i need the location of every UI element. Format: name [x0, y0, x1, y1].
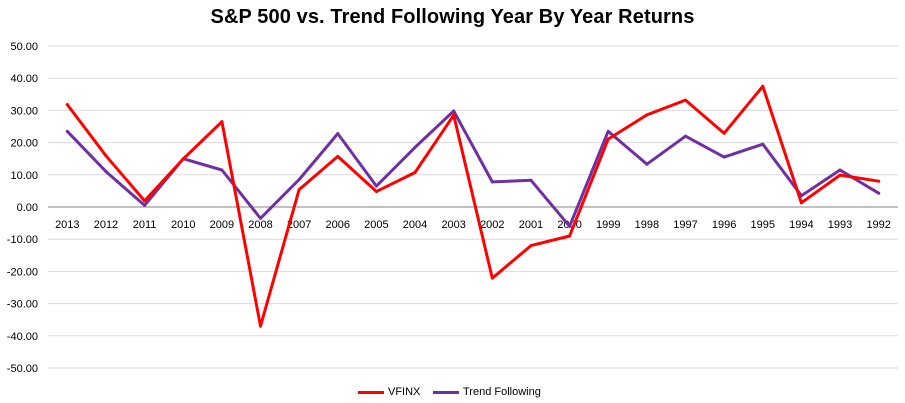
x-tick-label: 1993 — [828, 219, 852, 231]
data-point-vfinx — [220, 120, 224, 124]
data-point-vfinx — [761, 84, 765, 88]
series-line-trend-following — [65, 109, 881, 228]
gridlines — [48, 45, 898, 369]
x-tick-label: 1992 — [866, 219, 890, 231]
data-point-vfinx — [143, 199, 147, 203]
data-point-trend-following — [606, 129, 610, 133]
x-tick-label: 2007 — [287, 219, 311, 231]
data-point-trend-following — [684, 134, 687, 138]
legend-swatch-vfinx — [358, 390, 384, 394]
data-point-trend-following — [143, 203, 147, 207]
data-point-trend-following — [220, 168, 224, 172]
legend-swatch-trend-following — [433, 390, 459, 394]
legend-item-trend-following: Trend Following — [433, 386, 541, 398]
data-point-vfinx — [799, 201, 803, 205]
data-point-vfinx — [645, 113, 649, 117]
y-tick-label: 0.00 — [17, 202, 38, 214]
data-point-trend-following — [761, 142, 765, 146]
y-tick-label: 40.00 — [10, 73, 38, 85]
chart-title: S&P 500 vs. Trend Following Year By Year… — [210, 6, 695, 28]
x-tick-label: 2010 — [171, 219, 195, 231]
y-tick-label: -20.00 — [7, 266, 38, 278]
data-point-vfinx — [259, 324, 262, 328]
data-point-vfinx — [452, 113, 456, 117]
legend-label-trend-following: Trend Following — [463, 386, 541, 398]
x-tick-label: 2009 — [210, 219, 234, 231]
data-point-trend-following — [65, 129, 69, 133]
data-point-trend-following — [838, 168, 842, 172]
x-tick-label: 1999 — [596, 219, 620, 231]
data-point-vfinx — [684, 98, 687, 102]
x-tick-label: 2013 — [55, 219, 79, 231]
x-tick-label: 2012 — [94, 219, 118, 231]
data-point-trend-following — [336, 132, 340, 136]
data-point-vfinx — [838, 173, 842, 177]
y-tick-label: -40.00 — [7, 331, 38, 343]
x-tick-label: 2005 — [364, 219, 388, 231]
data-point-vfinx — [529, 244, 533, 248]
y-tick-label: 50.00 — [10, 41, 38, 53]
data-point-trend-following — [104, 170, 108, 174]
y-tick-label: 10.00 — [10, 170, 38, 182]
x-tick-label: 2011 — [133, 219, 157, 231]
data-point-trend-following — [374, 184, 378, 188]
data-point-vfinx — [606, 137, 610, 141]
x-tick-label: 2001 — [519, 219, 543, 231]
data-point-vfinx — [568, 234, 572, 238]
data-point-trend-following — [877, 191, 881, 195]
legend-label-vfinx: VFINX — [388, 386, 421, 398]
y-tick-label: -10.00 — [7, 234, 38, 246]
x-tick-label: 2004 — [403, 219, 427, 231]
x-tick-label: 2008 — [248, 219, 272, 231]
x-tick-label: 2003 — [441, 219, 465, 231]
x-tick-label: 1994 — [789, 219, 813, 231]
data-point-vfinx — [104, 154, 108, 158]
data-point-vfinx — [877, 179, 881, 183]
data-point-vfinx — [374, 190, 378, 194]
data-point-trend-following — [452, 109, 456, 113]
data-point-trend-following — [568, 224, 572, 228]
y-axis-tick-labels: 50.00 40.00 30.00 20.00 10.00 0.00 -10.00 -20.0… — [7, 41, 38, 375]
legend: VFINX Trend Following — [0, 386, 905, 402]
data-point-vfinx — [297, 188, 301, 192]
data-point-vfinx — [181, 157, 185, 161]
data-point-trend-following — [645, 162, 649, 166]
data-point-trend-following — [259, 216, 262, 220]
y-tick-label: 20.00 — [10, 138, 38, 150]
data-point-vfinx — [490, 276, 494, 280]
data-point-trend-following — [413, 145, 417, 149]
data-point-trend-following — [297, 178, 301, 182]
data-point-vfinx — [336, 154, 340, 158]
x-tick-label: 1997 — [673, 219, 697, 231]
y-tick-label: 30.00 — [10, 105, 38, 117]
y-tick-label: -50.00 — [7, 363, 38, 375]
data-point-trend-following — [529, 178, 533, 182]
legend-item-vfinx: VFINX — [358, 386, 420, 398]
data-point-vfinx — [65, 103, 69, 107]
series-line-vfinx — [65, 84, 881, 328]
x-tick-label: 2006 — [326, 219, 350, 231]
x-axis-tick-labels: 2013 2012 2011 2010 2009 2008 2007 2006 2005 2004… — [55, 219, 891, 231]
y-tick-label: -30.00 — [7, 299, 38, 311]
data-point-trend-following — [490, 180, 494, 184]
x-tick-label: 1996 — [712, 219, 736, 231]
series-lines — [65, 84, 881, 328]
data-point-trend-following — [722, 155, 726, 159]
x-tick-label: 1995 — [751, 219, 775, 231]
data-point-vfinx — [413, 171, 417, 175]
x-tick-label: 1998 — [635, 219, 659, 231]
x-tick-label: 2002 — [480, 219, 504, 231]
data-point-vfinx — [722, 131, 726, 135]
